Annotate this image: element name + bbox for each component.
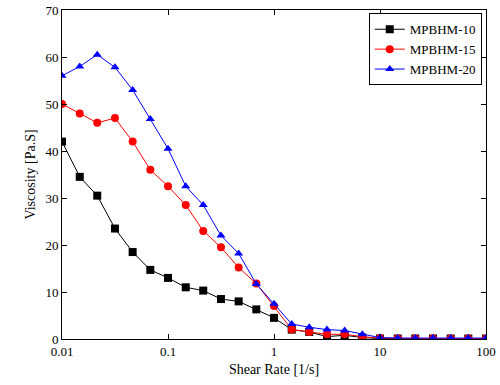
svg-text:50: 50: [45, 97, 58, 112]
svg-text:1: 1: [271, 344, 278, 359]
svg-text:0.01: 0.01: [51, 344, 74, 359]
svg-text:70: 70: [45, 3, 58, 18]
svg-text:40: 40: [45, 144, 58, 159]
svg-text:0: 0: [52, 332, 59, 347]
svg-text:20: 20: [45, 238, 58, 253]
svg-text:0.1: 0.1: [160, 344, 176, 359]
svg-text:MPBHM-20: MPBHM-20: [410, 62, 476, 77]
svg-text:30: 30: [45, 191, 58, 206]
svg-text:Viscosity [Pa.S]: Viscosity [Pa.S]: [23, 129, 38, 219]
svg-text:MPBHM-15: MPBHM-15: [410, 42, 476, 57]
svg-text:10: 10: [45, 285, 58, 300]
svg-text:Shear Rate [1/s]: Shear Rate [1/s]: [229, 362, 319, 377]
svg-text:MPBHM-10: MPBHM-10: [410, 22, 476, 37]
svg-text:60: 60: [45, 50, 58, 65]
svg-text:100: 100: [476, 344, 496, 359]
svg-text:10: 10: [374, 344, 387, 359]
